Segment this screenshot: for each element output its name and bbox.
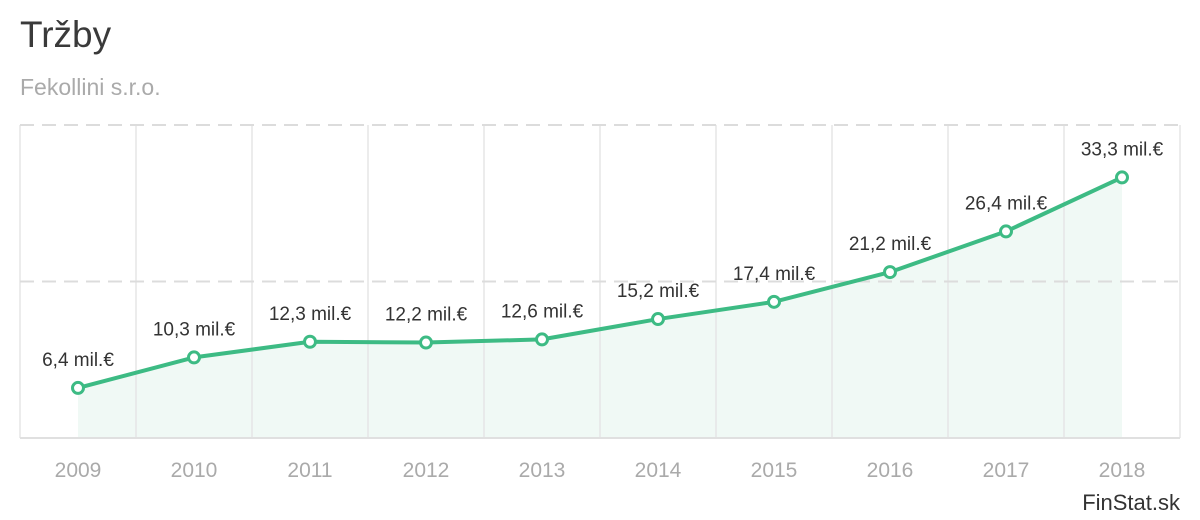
- x-tick-label: 2014: [635, 459, 682, 482]
- data-label: 17,4 mil.€: [733, 264, 816, 285]
- data-label: 10,3 mil.€: [153, 319, 236, 340]
- data-label: 33,3 mil.€: [1081, 139, 1164, 160]
- series-line: [77, 175, 1123, 390]
- x-tick-label: 2009: [55, 459, 102, 482]
- area-fill: [78, 177, 1122, 439]
- data-point: [651, 312, 665, 327]
- x-tick-label: 2016: [867, 459, 914, 482]
- data-label: 6,4 mil.€: [42, 350, 114, 371]
- data-point: [419, 335, 433, 350]
- data-point: [999, 224, 1013, 239]
- data-point: [883, 265, 897, 280]
- data-label: 21,2 mil.€: [849, 234, 932, 255]
- data-label: 12,6 mil.€: [501, 301, 584, 322]
- x-tick-label: 2011: [287, 459, 332, 482]
- chart-subtitle: Fekollini s.r.o.: [20, 74, 161, 100]
- x-tick-label: 2015: [751, 459, 798, 482]
- data-point: [71, 380, 85, 395]
- data-point: [1115, 170, 1129, 185]
- x-tick-label: 2017: [983, 459, 1030, 482]
- x-tick-label: 2010: [171, 459, 218, 482]
- x-tick-label: 2012: [403, 459, 450, 482]
- finstat-credit-link[interactable]: FinStat.sk: [1082, 490, 1180, 515]
- data-label: 12,3 mil.€: [269, 304, 352, 325]
- chart-title: Tržby: [20, 14, 112, 55]
- data-point: [535, 332, 549, 347]
- data-point: [187, 350, 201, 365]
- data-label: 26,4 mil.€: [965, 193, 1048, 214]
- data-label: 15,2 mil.€: [617, 281, 700, 302]
- x-tick-label: 2013: [519, 459, 566, 482]
- x-tick-label: 2018: [1099, 459, 1146, 482]
- data-label: 12,2 mil.€: [385, 305, 468, 326]
- data-point: [303, 334, 317, 349]
- data-point: [767, 294, 781, 309]
